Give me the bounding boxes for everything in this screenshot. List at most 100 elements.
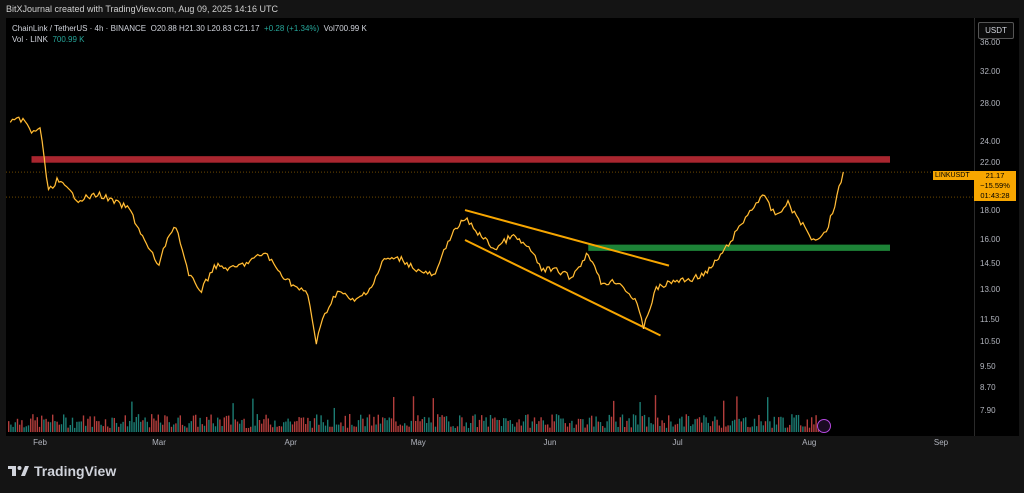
- chart-credit: BitXJournal created with TradingView.com…: [6, 4, 278, 14]
- y-tick-label: 13.00: [980, 285, 1001, 295]
- alert-icon[interactable]: [817, 419, 831, 433]
- volume-bar: [646, 426, 648, 432]
- volume-bar: [566, 426, 569, 432]
- volume-bar: [419, 421, 421, 432]
- volume-bar: [168, 422, 170, 432]
- volume-bar: [577, 418, 580, 432]
- y-tick-label: 16.00: [980, 235, 1001, 245]
- volume-bar: [511, 423, 514, 432]
- volume-bar: [199, 417, 201, 432]
- price-chart[interactable]: [6, 18, 974, 436]
- volume-bar: [111, 417, 113, 432]
- volume-bar: [382, 417, 384, 432]
- symbol-price-label: LINKUSDT: [933, 171, 975, 180]
- currency-selector[interactable]: USDT: [978, 22, 1014, 39]
- volume-bar: [767, 397, 769, 432]
- volume-bar: [74, 427, 76, 432]
- volume-bar: [115, 422, 118, 432]
- volume-bar: [408, 426, 410, 432]
- volume-bar: [300, 417, 302, 432]
- volume-bar: [142, 420, 144, 432]
- volume-bar: [450, 426, 452, 432]
- volume-bar: [225, 415, 228, 432]
- volume-bar: [41, 415, 43, 432]
- volume-bar: [285, 421, 287, 432]
- volume-bar: [650, 423, 652, 432]
- volume-bar: [373, 416, 375, 432]
- volume-bar: [494, 417, 496, 432]
- volume-bar: [690, 425, 692, 432]
- volume-bar: [294, 421, 296, 432]
- volume-bar: [371, 425, 373, 432]
- volume-bar: [197, 426, 199, 432]
- volume-bar: [443, 416, 445, 432]
- volume-bar: [71, 417, 74, 432]
- x-tick-label: Jul: [672, 438, 683, 447]
- price-series-highlight: [10, 116, 844, 345]
- volume-bar: [342, 426, 344, 432]
- volume-bar: [452, 426, 454, 432]
- x-tick-label: Apr: [284, 438, 297, 447]
- y-tick-label: 10.50: [980, 337, 1001, 347]
- volume-bar: [716, 419, 718, 432]
- volume-bar: [437, 414, 439, 432]
- volume-bar: [267, 418, 269, 432]
- volume-bar: [762, 425, 764, 432]
- last-price-pct: −15.59%: [980, 181, 1010, 190]
- volume-bar: [426, 423, 428, 432]
- volume-bar: [564, 423, 566, 432]
- volume-bar: [505, 418, 507, 432]
- volume-bar: [795, 415, 797, 432]
- volume-bar: [335, 424, 338, 432]
- volume-bar: [487, 426, 489, 432]
- volume-bar: [393, 396, 395, 432]
- volume-bar: [509, 420, 511, 432]
- volume-bar: [549, 427, 551, 432]
- volume-bar: [802, 426, 804, 432]
- volume-bar: [681, 416, 683, 432]
- volume-bar: [635, 415, 637, 432]
- volume-bar: [164, 415, 166, 432]
- volume-bar: [247, 427, 250, 432]
- volume-bar: [302, 417, 305, 432]
- volume-bar: [245, 427, 247, 432]
- price-axis[interactable]: [974, 18, 1019, 436]
- volume-bar: [195, 414, 197, 432]
- volume-bar: [21, 420, 23, 432]
- volume-bar: [206, 416, 208, 432]
- volume-bar: [707, 422, 709, 432]
- volume-bar: [709, 426, 712, 432]
- volume-bar: [617, 426, 619, 432]
- volume-bar: [243, 418, 245, 432]
- volume-bar: [751, 426, 753, 432]
- volume-bar: [701, 422, 703, 432]
- volume-bar: [120, 423, 122, 432]
- volume-bar: [575, 424, 577, 432]
- volume-bar: [80, 421, 82, 432]
- volume-bar: [291, 424, 294, 432]
- x-tick-label: Feb: [33, 438, 47, 447]
- volume-bar: [712, 421, 714, 432]
- volume-bar: [45, 418, 47, 432]
- volume-bar: [643, 414, 646, 432]
- volume-bar: [698, 417, 701, 432]
- volume-bar: [410, 420, 412, 432]
- volume-bar: [745, 417, 747, 432]
- volume-bar: [274, 420, 276, 432]
- volume-bar: [657, 417, 659, 432]
- volume-bar: [723, 400, 725, 432]
- volume-bar: [272, 427, 274, 432]
- volume-bar: [547, 424, 549, 432]
- volume-bar: [670, 421, 672, 432]
- volume-bar: [208, 419, 210, 432]
- volume-bar: [492, 418, 494, 432]
- volume-pane-label: Vol · LINK: [12, 35, 49, 44]
- volume-bar: [742, 418, 745, 432]
- volume-pane-value: 700.99 K: [52, 35, 85, 44]
- volume-bar: [775, 424, 778, 432]
- volume-bar: [166, 416, 168, 432]
- support-zone: [588, 244, 890, 251]
- volume-bar: [221, 426, 223, 432]
- volume-bar: [520, 425, 522, 432]
- volume-bar: [188, 423, 190, 432]
